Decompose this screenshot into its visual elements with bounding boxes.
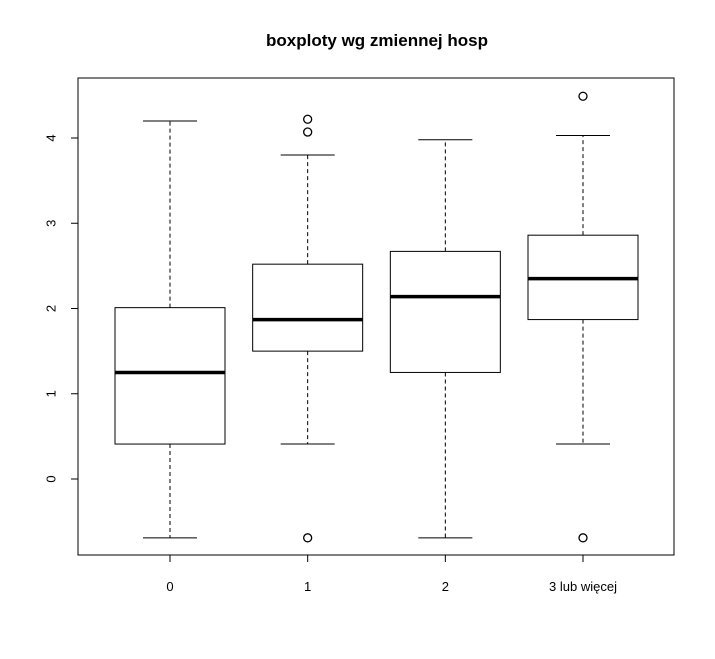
chart-title: boxploty wg zmiennej hosp	[266, 31, 488, 50]
y-tick-label: 3	[43, 220, 58, 227]
x-tick-label: 2	[442, 579, 449, 594]
boxes-layer	[114, 91, 639, 543]
y-tick-label: 2	[43, 305, 58, 312]
outlier-point	[303, 114, 313, 124]
box-iqr	[252, 263, 364, 352]
x-axis: 0 1 2 3 lub więcej	[166, 554, 617, 594]
box-group	[114, 120, 226, 539]
outlier-point	[578, 533, 588, 543]
x-tick-label: 3 lub więcej	[549, 579, 617, 594]
y-tick-label: 0	[43, 475, 58, 482]
x-tick-label: 0	[166, 579, 173, 594]
box-group	[252, 114, 364, 543]
y-axis: 0 1 2 3 4	[43, 134, 79, 483]
y-tick-label: 4	[43, 134, 58, 141]
outlier-point	[578, 91, 588, 101]
box-iqr	[114, 307, 226, 445]
box-iqr	[389, 250, 501, 373]
box-group	[527, 91, 639, 543]
outlier-point	[303, 127, 313, 137]
x-tick-label: 1	[304, 579, 311, 594]
outlier-point	[303, 533, 313, 543]
box-group	[389, 139, 501, 539]
y-tick-label: 1	[43, 390, 58, 397]
